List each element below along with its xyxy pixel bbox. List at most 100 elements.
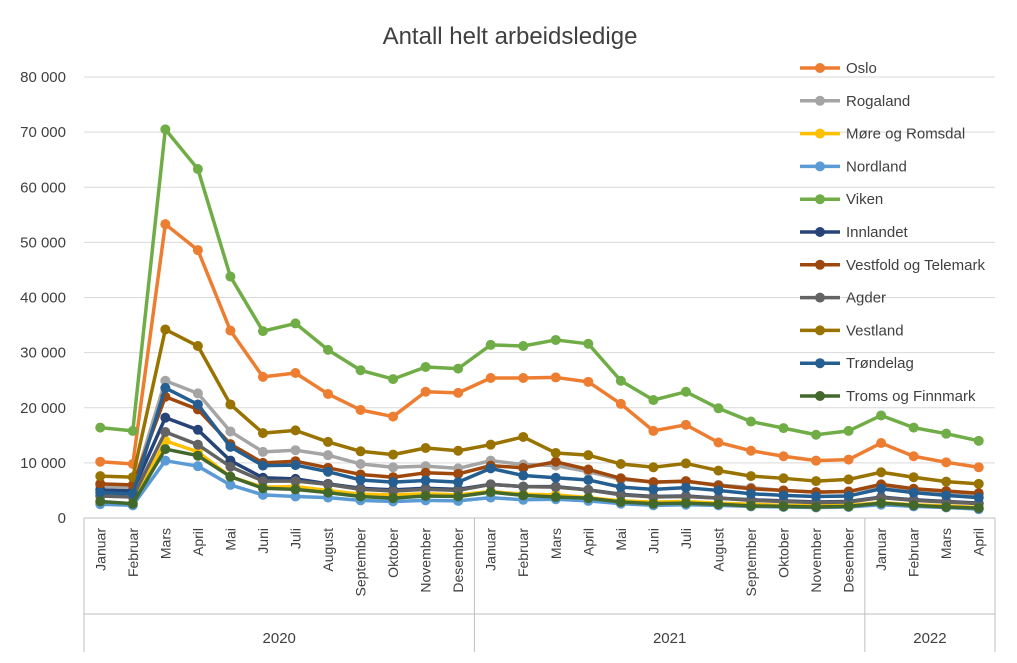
data-point (323, 450, 334, 461)
data-point (615, 482, 626, 493)
data-point (843, 501, 854, 512)
data-point (323, 466, 334, 477)
y-tick-label: 20 000 (20, 400, 66, 417)
legend-label: Trøndelag (846, 355, 914, 372)
data-point (485, 487, 496, 498)
legend-label: Vestfold og Telemark (846, 257, 985, 274)
data-point (680, 419, 691, 430)
data-point (518, 481, 529, 492)
data-point (192, 341, 203, 352)
data-point (583, 338, 594, 349)
data-point (257, 428, 268, 439)
data-point (518, 372, 529, 383)
data-point (648, 395, 659, 406)
legend-swatch-marker (815, 325, 825, 336)
x-tick-label: Februar (515, 528, 531, 577)
legend-item: Viken (800, 191, 883, 208)
chart-title: Antall helt arbeidsledige (383, 23, 638, 50)
legend-label: Agder (846, 290, 886, 307)
data-point (648, 498, 659, 509)
series-tr-ndelag (95, 382, 984, 503)
data-point (225, 461, 236, 472)
data-point (127, 425, 138, 436)
data-point (160, 412, 171, 423)
data-point (127, 498, 138, 509)
y-tick-label: 60 000 (20, 179, 66, 196)
data-point (290, 318, 301, 329)
data-point (355, 404, 366, 415)
series-line (100, 430, 979, 506)
data-point (550, 482, 561, 493)
data-point (973, 503, 984, 514)
y-tick-label: 70 000 (20, 124, 66, 141)
data-point (876, 438, 887, 449)
data-point (388, 493, 399, 504)
data-point (388, 449, 399, 460)
data-point (973, 462, 984, 473)
data-point (843, 490, 854, 501)
data-point (257, 371, 268, 382)
data-point (323, 436, 334, 447)
data-point (290, 484, 301, 495)
data-point (290, 460, 301, 471)
legend-item: Vestland (800, 322, 904, 339)
data-point (778, 423, 789, 434)
data-point (843, 425, 854, 436)
data-point (745, 500, 756, 511)
series-line (100, 127, 980, 443)
data-point (941, 428, 952, 439)
data-point (680, 482, 691, 493)
data-point (420, 490, 431, 501)
data-point (713, 403, 724, 414)
legend-label: Nordland (846, 158, 907, 175)
x-tick-label: August (710, 528, 726, 572)
data-point (192, 439, 203, 450)
data-point (160, 427, 171, 438)
x-tick-label: Mai (222, 528, 238, 551)
data-point (355, 484, 366, 495)
legend-item: Møre og Romsdal (800, 126, 965, 143)
data-point (257, 326, 268, 337)
series-oslo (95, 219, 984, 473)
data-point (485, 479, 496, 490)
data-point (453, 477, 464, 488)
x-tick-label: November (418, 528, 434, 593)
y-tick-label: 80 000 (20, 69, 66, 86)
data-point (583, 450, 594, 461)
data-point (485, 439, 496, 450)
data-point (908, 487, 919, 498)
data-point (745, 471, 756, 482)
y-tick-label: 50 000 (20, 234, 66, 251)
data-point (323, 479, 334, 490)
data-point (680, 386, 691, 397)
data-point (778, 501, 789, 512)
data-point (485, 339, 496, 350)
data-point (225, 471, 236, 482)
data-point (713, 465, 724, 476)
x-tick-label: Desember (841, 528, 857, 593)
data-point (518, 490, 529, 501)
legend-swatch-marker (815, 358, 825, 369)
data-point (388, 462, 399, 473)
data-point (583, 484, 594, 495)
series-line (100, 447, 979, 510)
data-point (518, 462, 529, 473)
data-point (973, 492, 984, 503)
data-point (290, 491, 301, 502)
data-point (225, 441, 236, 452)
data-point (323, 388, 334, 399)
data-point (615, 375, 626, 386)
x-tick-label: Juni (255, 528, 271, 554)
data-point (518, 341, 529, 352)
data-point (95, 471, 106, 482)
data-point (225, 479, 236, 490)
data-point (420, 361, 431, 372)
data-point (257, 460, 268, 471)
legend-swatch-marker (815, 161, 825, 172)
data-point (583, 376, 594, 387)
data-point (615, 458, 626, 469)
data-point (713, 499, 724, 510)
data-point (941, 476, 952, 487)
data-point (811, 455, 822, 466)
data-point (908, 500, 919, 511)
